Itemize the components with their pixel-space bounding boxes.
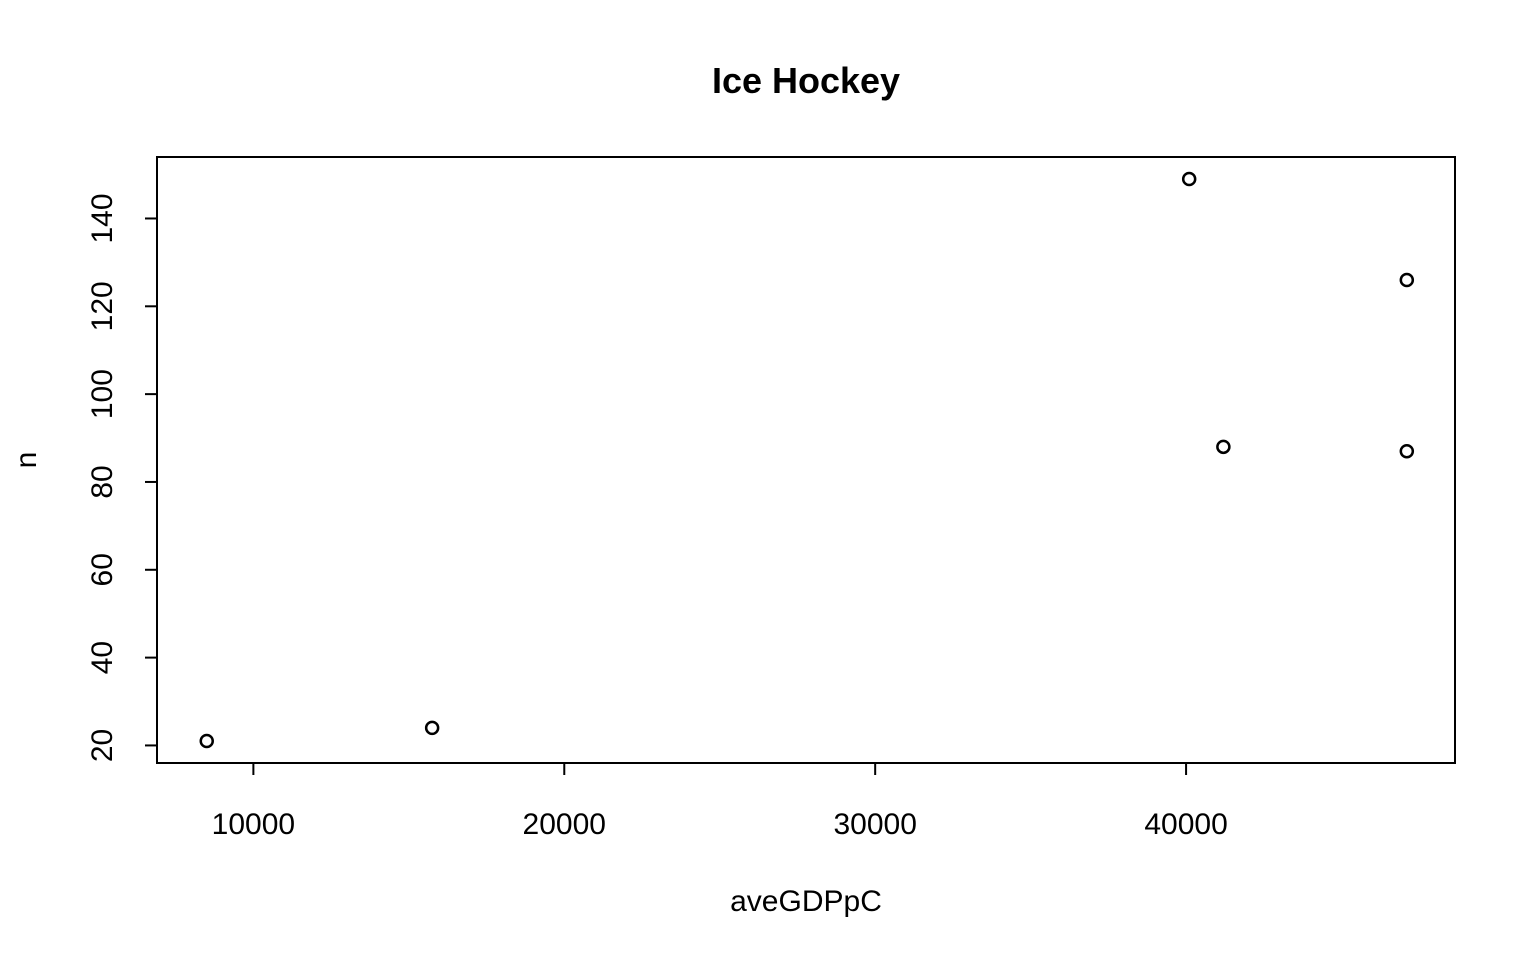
data-point — [1181, 171, 1197, 187]
y-tick-label: 140 — [86, 193, 119, 243]
x-tick-label: 20000 — [523, 808, 606, 841]
y-tick-label: 120 — [86, 281, 119, 331]
x-tick-label: 30000 — [833, 808, 916, 841]
y-tick-label: 20 — [86, 729, 119, 762]
x-axis: 10000 20000 30000 40000 — [212, 762, 1228, 841]
data-point — [199, 733, 214, 749]
x-axis-label: aveGDPpC — [730, 885, 882, 918]
x-tick-label: 10000 — [212, 808, 295, 841]
x-tick-label: 40000 — [1144, 808, 1227, 841]
data-point — [1399, 443, 1415, 459]
data-point — [1399, 272, 1415, 288]
data-point — [1216, 439, 1231, 455]
y-axis-label: n — [10, 452, 43, 469]
y-tick-label: 100 — [86, 369, 119, 419]
data-points — [199, 171, 1415, 749]
y-tick-label: 60 — [86, 553, 119, 586]
y-tick-label: 40 — [86, 641, 119, 674]
y-axis: 20 40 60 80 100 120 140 — [86, 193, 158, 762]
chart-title: Ice Hockey — [712, 60, 900, 101]
plot-frame — [156, 156, 1456, 764]
data-point — [424, 720, 440, 736]
y-tick-label: 80 — [86, 465, 119, 498]
